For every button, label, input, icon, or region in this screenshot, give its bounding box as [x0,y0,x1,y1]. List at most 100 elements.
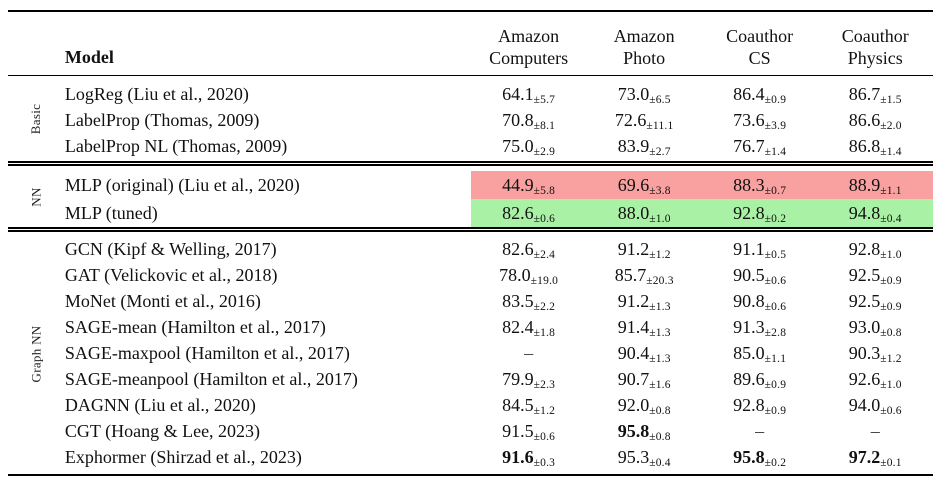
metric-value: 95.3 [617,447,650,467]
metric-cell: 69.6±3.8 [586,171,702,199]
metric-cell: 84.5±1.2 [471,393,587,419]
table-row: LabelProp NL (Thomas, 2009) 75.0±2.9 83.9±… [8,133,933,159]
table-row: SAGE-mean (Hamilton et al., 2017) 82.4±1.… [8,315,933,341]
model-name: SAGE-meanpool (Hamilton et al., 2017) [64,369,358,389]
metric-cell: 85.7±20.3 [586,263,701,289]
metric-cell: 94.0±0.6 [817,393,933,419]
metric-value: 94.0 [848,395,881,415]
metric-stddev: ±1.3 [649,353,671,365]
metric-stddev: ±5.7 [533,93,556,106]
metric-cell: 95.3±0.4 [586,445,701,471]
model-name: GAT (Velickovic et al., 2018) [64,265,278,285]
metric-stddev: ±1.1 [880,184,902,197]
metric-value: 90.7 [617,369,650,389]
metric-cell: 91.3±2.8 [702,315,818,341]
spacer-cell [65,471,933,475]
metric-value: 91.2 [617,239,650,259]
table-row: CGT (Hoang & Lee, 2023) 91.5±0.6 95.8±0.8–… [8,419,933,445]
metric-stddev: ±1.0 [880,249,902,261]
metric-value: 91.3 [733,317,765,337]
section-label-cell: Basic [28,103,44,135]
table-row: GAT (Velickovic et al., 2018) 78.0±19.0 85… [8,263,933,289]
metric-cell: 92.8±1.0 [817,237,933,263]
metric-stddev: ±1.3 [649,301,671,313]
metric-stddev: ±0.6 [533,212,556,225]
metric-value: 91.5 [502,421,534,441]
metric-value: 84.5 [502,395,534,415]
metric-value: 76.7 [733,135,765,156]
metric-value: 90.4 [617,343,650,363]
metric-value: 86.7 [848,83,881,104]
section-basic: Basic LogReg (Liu et al., 2020) 64.1±5.7 73… [8,75,933,163]
metric-stddev: ±0.8 [649,405,671,417]
header-row: Model Amazon Computers Amazon Photo Coau… [8,11,933,75]
metric-value: 95.8 [733,447,765,467]
table-row: Exphormer (Shirzad et al., 2023) 91.6±0.3… [8,445,933,471]
metric-value: 44.9 [502,174,534,195]
column-header-amazon-photo: Amazon Photo [586,11,701,75]
metric-stddev: ±0.5 [764,249,787,261]
table-header: Model Amazon Computers Amazon Photo Coau… [8,11,933,75]
spacer-cell [65,230,933,237]
metric-cell: 82.4±1.8 [471,315,587,341]
metric-cell: 90.5±0.6 [702,263,818,289]
model-name: MoNet (Monti et al., 2016) [64,291,261,311]
metric-value: 89.6 [733,369,765,389]
metric-value: 92.0 [617,395,650,415]
metric-value: 70.8 [502,109,534,130]
table-row: GCN (Kipf & Welling, 2017) 82.6±2.4 91.2±1… [8,237,933,263]
metric-cell: 89.6±0.9 [702,367,818,393]
metric-value: 88.0 [617,202,650,223]
section-spacer [8,471,933,475]
metric-cell: 78.0±19.0 [471,263,587,289]
metric-stddev: ±2.2 [533,301,556,313]
metric-cell: 92.8±0.9 [702,393,818,419]
metric-cell: 92.0±0.8 [586,393,701,419]
metric-stddev: ±3.8 [649,184,671,197]
table-row: DAGNN (Liu et al., 2020) 84.5±1.2 92.0±0.8… [8,393,933,419]
metric-cell: 92.5±0.9 [817,263,933,289]
metric-stddev: ±3.9 [764,119,787,132]
metric-stddev: ±2.9 [533,145,556,158]
metric-cell: 72.6±11.1 [586,107,701,133]
metric-stddev: ±1.2 [880,353,902,365]
missing-value: – [524,343,534,363]
metric-cell: 64.1±5.7 [471,81,587,107]
table-row: MLP (tuned) 82.6±0.6 88.0±1.0 92.8±0.2 94.8±… [8,199,933,227]
metric-value: 92.5 [848,291,881,311]
metric-stddev: ±0.9 [764,405,787,417]
column-header-line: Amazon [613,25,675,46]
metric-stddev: ±2.7 [649,145,671,158]
metric-value: 86.4 [733,83,765,104]
table-row: MLP (original) (Liu et al., 2020) 44.9±5.… [8,171,933,199]
metric-stddev: ±1.0 [880,379,902,391]
section-spacer: NN [8,163,933,207]
metric-value: 92.8 [733,202,765,223]
metric-cell: 88.9±1.1 [817,171,933,199]
model-name: DAGNN (Liu et al., 2020) [64,395,256,415]
metric-stddev: ±1.8 [533,327,556,339]
metric-stddev: ±0.6 [764,275,787,287]
column-header-line: Coauthor [841,25,909,46]
metric-value: 85.0 [733,343,765,363]
table-row: MoNet (Monti et al., 2016) 83.5±2.2 91.2±1… [8,289,933,315]
metric-stddev: ±8.1 [533,119,556,132]
model-name: SAGE-mean (Hamilton et al., 2017) [64,317,326,337]
metric-cell: 75.0±2.9 [471,133,587,159]
metric-stddev: ±1.4 [880,145,902,158]
table-row: LabelProp (Thomas, 2009) 70.8±8.1 72.6±11.… [8,107,933,133]
metric-stddev: ±1.5 [880,93,902,106]
metric-stddev: ±1.1 [764,353,787,365]
metric-stddev: ±0.3 [533,457,556,469]
metric-cell: 90.7±1.6 [586,367,701,393]
metric-cell: 92.5±0.9 [817,289,933,315]
metric-cell: 73.0±6.5 [586,81,701,107]
metric-stddev: ±1.0 [649,212,671,225]
metric-cell: 94.8±0.4 [817,199,933,227]
metric-stddev: ±2.8 [764,327,787,339]
column-header-coauthor-physics: Coauthor Physics [817,11,933,75]
metric-stddev: ±1.2 [533,405,556,417]
metric-stddev: ±0.4 [649,457,671,469]
metric-cell: 88.0±1.0 [586,199,702,227]
metric-value: 90.5 [733,265,765,285]
